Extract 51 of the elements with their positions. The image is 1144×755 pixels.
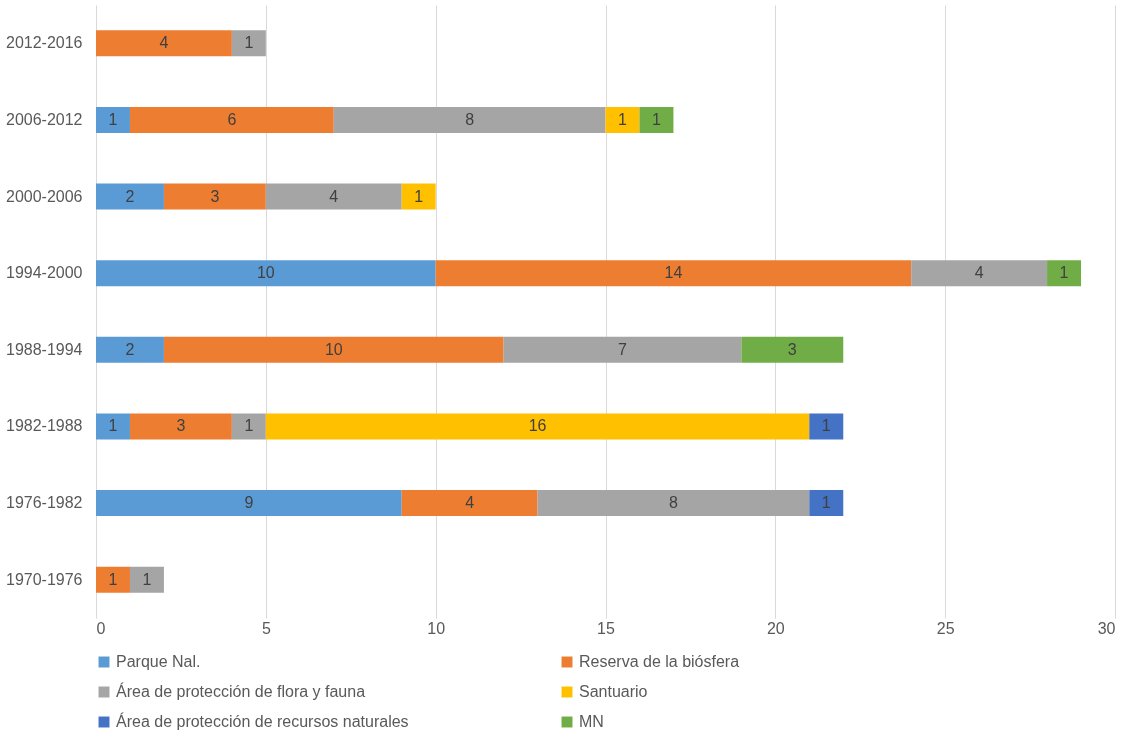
data-label: 9 [244, 494, 254, 512]
data-label: 3 [176, 417, 186, 435]
data-label: 1 [1059, 264, 1069, 282]
data-label: 1 [108, 570, 118, 588]
data-label: 1 [618, 110, 628, 128]
data-label: 14 [664, 264, 683, 282]
y-tick-label: 1970-1976 [5, 570, 83, 588]
x-tick-label: 30 [1097, 619, 1116, 637]
data-label: 4 [974, 264, 984, 282]
data-label: 16 [528, 417, 547, 435]
y-tick-label: 1976-1982 [5, 494, 83, 512]
data-label: 10 [256, 264, 275, 282]
x-tick-label: 15 [597, 619, 615, 637]
data-label: 1 [652, 110, 661, 128]
x-tick-label: 10 [427, 619, 446, 637]
y-tick-label: 1982-1988 [5, 417, 83, 435]
y-tick-label: 2012-2016 [5, 34, 83, 52]
data-label: 4 [329, 187, 339, 205]
data-label: 10 [324, 340, 343, 358]
data-label: 6 [227, 110, 237, 128]
data-label: 2 [125, 187, 135, 205]
data-label: 2 [125, 340, 135, 358]
data-label: 7 [618, 340, 628, 358]
x-tick-label: 25 [936, 619, 955, 637]
x-tick-label: 0 [96, 619, 106, 637]
data-label: 1 [244, 417, 254, 435]
legend-label: Reserva de la biósfera [579, 653, 740, 670]
data-label: 1 [244, 34, 254, 52]
x-tick-label: 20 [766, 619, 785, 637]
data-label: 1 [108, 110, 118, 128]
x-tick-label: 5 [261, 619, 271, 637]
y-tick-label: 1988-1994 [5, 340, 83, 358]
data-label: 4 [465, 494, 475, 512]
data-label: 3 [787, 340, 797, 358]
y-tick-label: 1994-2000 [5, 264, 83, 282]
data-label: 1 [142, 570, 152, 588]
data-label: 4 [159, 34, 169, 52]
legend-label: Área de protección de recursos naturales [116, 712, 409, 730]
data-label: 1 [821, 494, 831, 512]
legend-label: Santuario [579, 683, 648, 700]
data-label: 1 [414, 187, 424, 205]
y-tick-label: 2000-2006 [5, 187, 83, 205]
data-label: 1 [821, 417, 831, 435]
y-tick-label: 2006-2012 [5, 110, 83, 128]
legend-label: MN [579, 713, 604, 730]
data-label: 8 [465, 110, 475, 128]
data-label: 1 [108, 417, 118, 435]
legend-label: Parque Nal. [116, 653, 201, 670]
legend-label: Área de protección de flora y fauna [116, 682, 366, 700]
data-label: 8 [668, 494, 678, 512]
data-label: 3 [210, 187, 220, 205]
